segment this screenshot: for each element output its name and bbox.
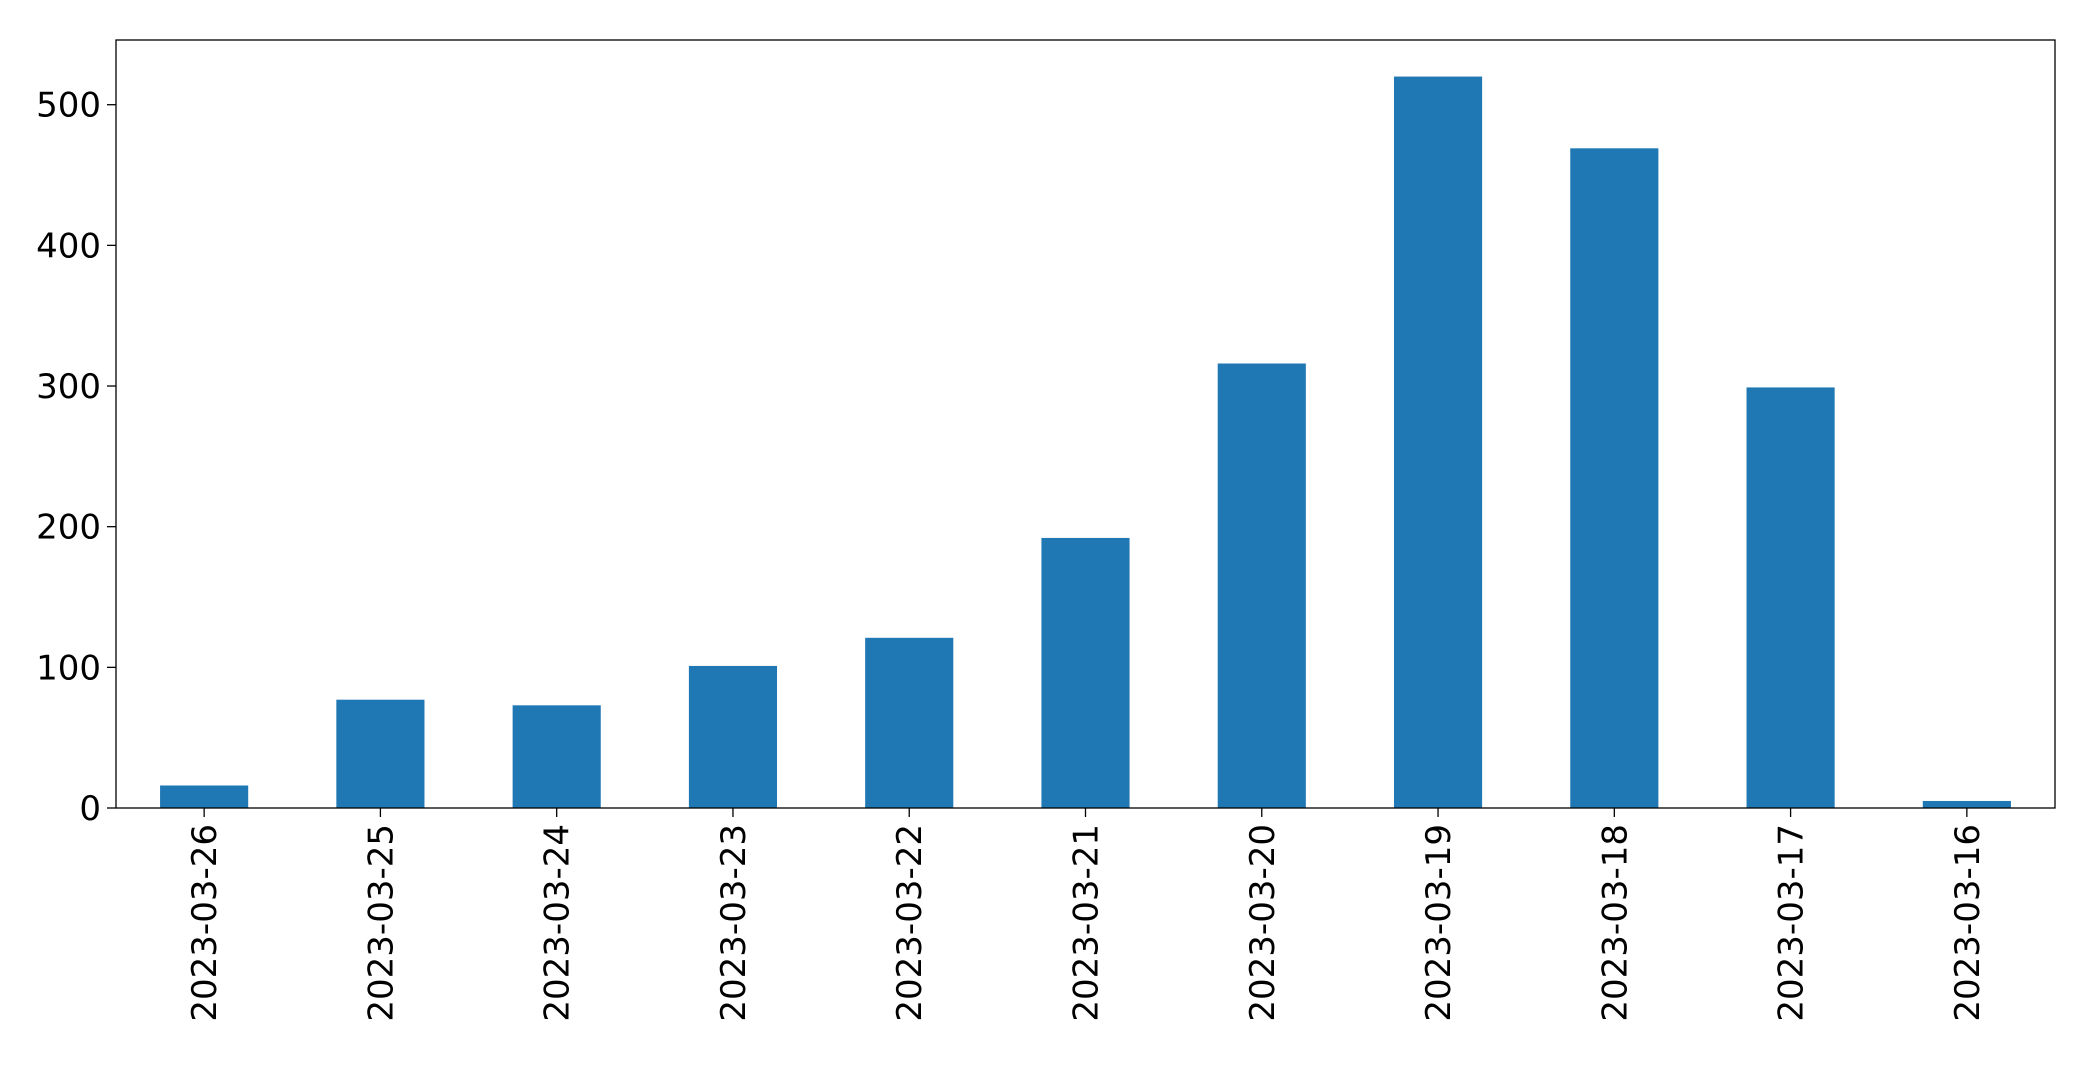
x-tick-label: 2023-03-19 — [1419, 824, 1459, 1022]
x-tick-label: 2023-03-26 — [185, 824, 225, 1022]
bar — [1393, 76, 1483, 809]
bar — [160, 785, 249, 808]
bar — [1746, 387, 1835, 808]
x-axis: 2023-03-26 2023-03-25 2023-03-24 2023-03-23… — [185, 808, 1988, 1022]
bar — [336, 699, 425, 808]
bar — [1922, 800, 2011, 808]
x-tick-label: 2023-03-25 — [361, 824, 401, 1022]
x-tick-label: 2023-03-18 — [1595, 824, 1635, 1022]
x-tick-label: 2023-03-16 — [1948, 824, 1988, 1022]
x-tick-label: 2023-03-22 — [890, 824, 930, 1022]
x-tick-label: 2023-03-23 — [714, 824, 754, 1022]
bar — [512, 705, 601, 808]
x-tick-label: 2023-03-24 — [538, 824, 578, 1022]
x-tick-label: 2023-03-21 — [1067, 824, 1107, 1022]
y-tick-label: 400 — [36, 226, 101, 266]
bar — [1217, 363, 1306, 808]
y-tick-label: 100 — [36, 648, 101, 688]
y-tick-label: 300 — [36, 367, 101, 407]
bar — [865, 637, 954, 808]
y-axis: 0 100 200 300 400 500 — [36, 86, 116, 829]
y-tick-label: 500 — [36, 86, 101, 126]
plot-frame — [115, 39, 2056, 809]
y-tick-label: 0 — [79, 789, 101, 829]
bar — [1041, 537, 1130, 808]
y-tick-label: 200 — [36, 508, 101, 548]
x-tick-label: 2023-03-20 — [1243, 824, 1283, 1022]
bar — [688, 665, 778, 808]
x-tick-label: 2023-03-17 — [1772, 824, 1812, 1022]
bar — [1570, 148, 1659, 809]
bars-layer — [160, 76, 2011, 809]
